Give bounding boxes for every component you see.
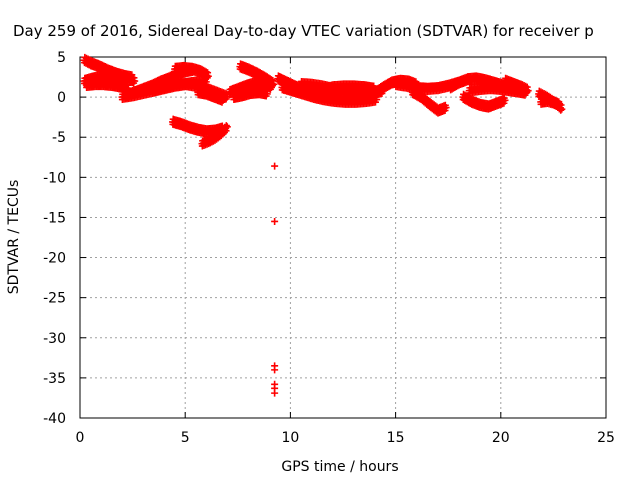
data-point [271, 162, 279, 170]
data-point [263, 90, 271, 98]
data-point [219, 96, 227, 104]
y-tick-label: -10 [43, 170, 66, 186]
data-point [223, 123, 231, 131]
data-point [501, 96, 509, 104]
y-tick-label: -5 [52, 130, 66, 146]
data-point [271, 389, 279, 397]
data-point [524, 87, 532, 95]
y-tick-label: 5 [57, 50, 66, 66]
x-tick-label: 20 [492, 430, 510, 446]
y-tick-label: -25 [43, 291, 66, 307]
data-point [204, 72, 212, 80]
y-tick-label: -15 [43, 210, 66, 226]
plot-border [79, 56, 607, 419]
data-point [271, 366, 279, 374]
x-tick-label: 25 [597, 430, 615, 446]
y-tick-label: -20 [43, 251, 66, 267]
data-point [271, 217, 279, 225]
chart-title: Day 259 of 2016, Sidereal Day-to-day VTE… [13, 22, 594, 40]
y-tick-label: -35 [43, 371, 66, 387]
axes: 0 5 10 15 20 25 5 0 -5 -10 -15 -20 -25 -30 -35 -40 [43, 50, 615, 446]
x-tick-label: 15 [387, 430, 405, 446]
data-point [270, 80, 278, 88]
y-tick-label: 0 [57, 90, 66, 106]
data-point [131, 77, 139, 85]
data-point [442, 104, 450, 112]
data-point [556, 101, 564, 109]
x-axis-label: GPS time / hours [281, 459, 398, 475]
data-point [222, 127, 230, 135]
data-point [268, 82, 276, 90]
grid [80, 57, 606, 418]
x-tick-label: 10 [281, 430, 299, 446]
y-tick-label: -30 [43, 331, 66, 347]
x-tick-label: 5 [181, 430, 190, 446]
y-tick-label: -40 [43, 411, 66, 427]
x-tick-label: 0 [76, 430, 85, 446]
y-axis-label: SDTVAR / TECUs [6, 180, 22, 295]
data-points [80, 53, 566, 397]
